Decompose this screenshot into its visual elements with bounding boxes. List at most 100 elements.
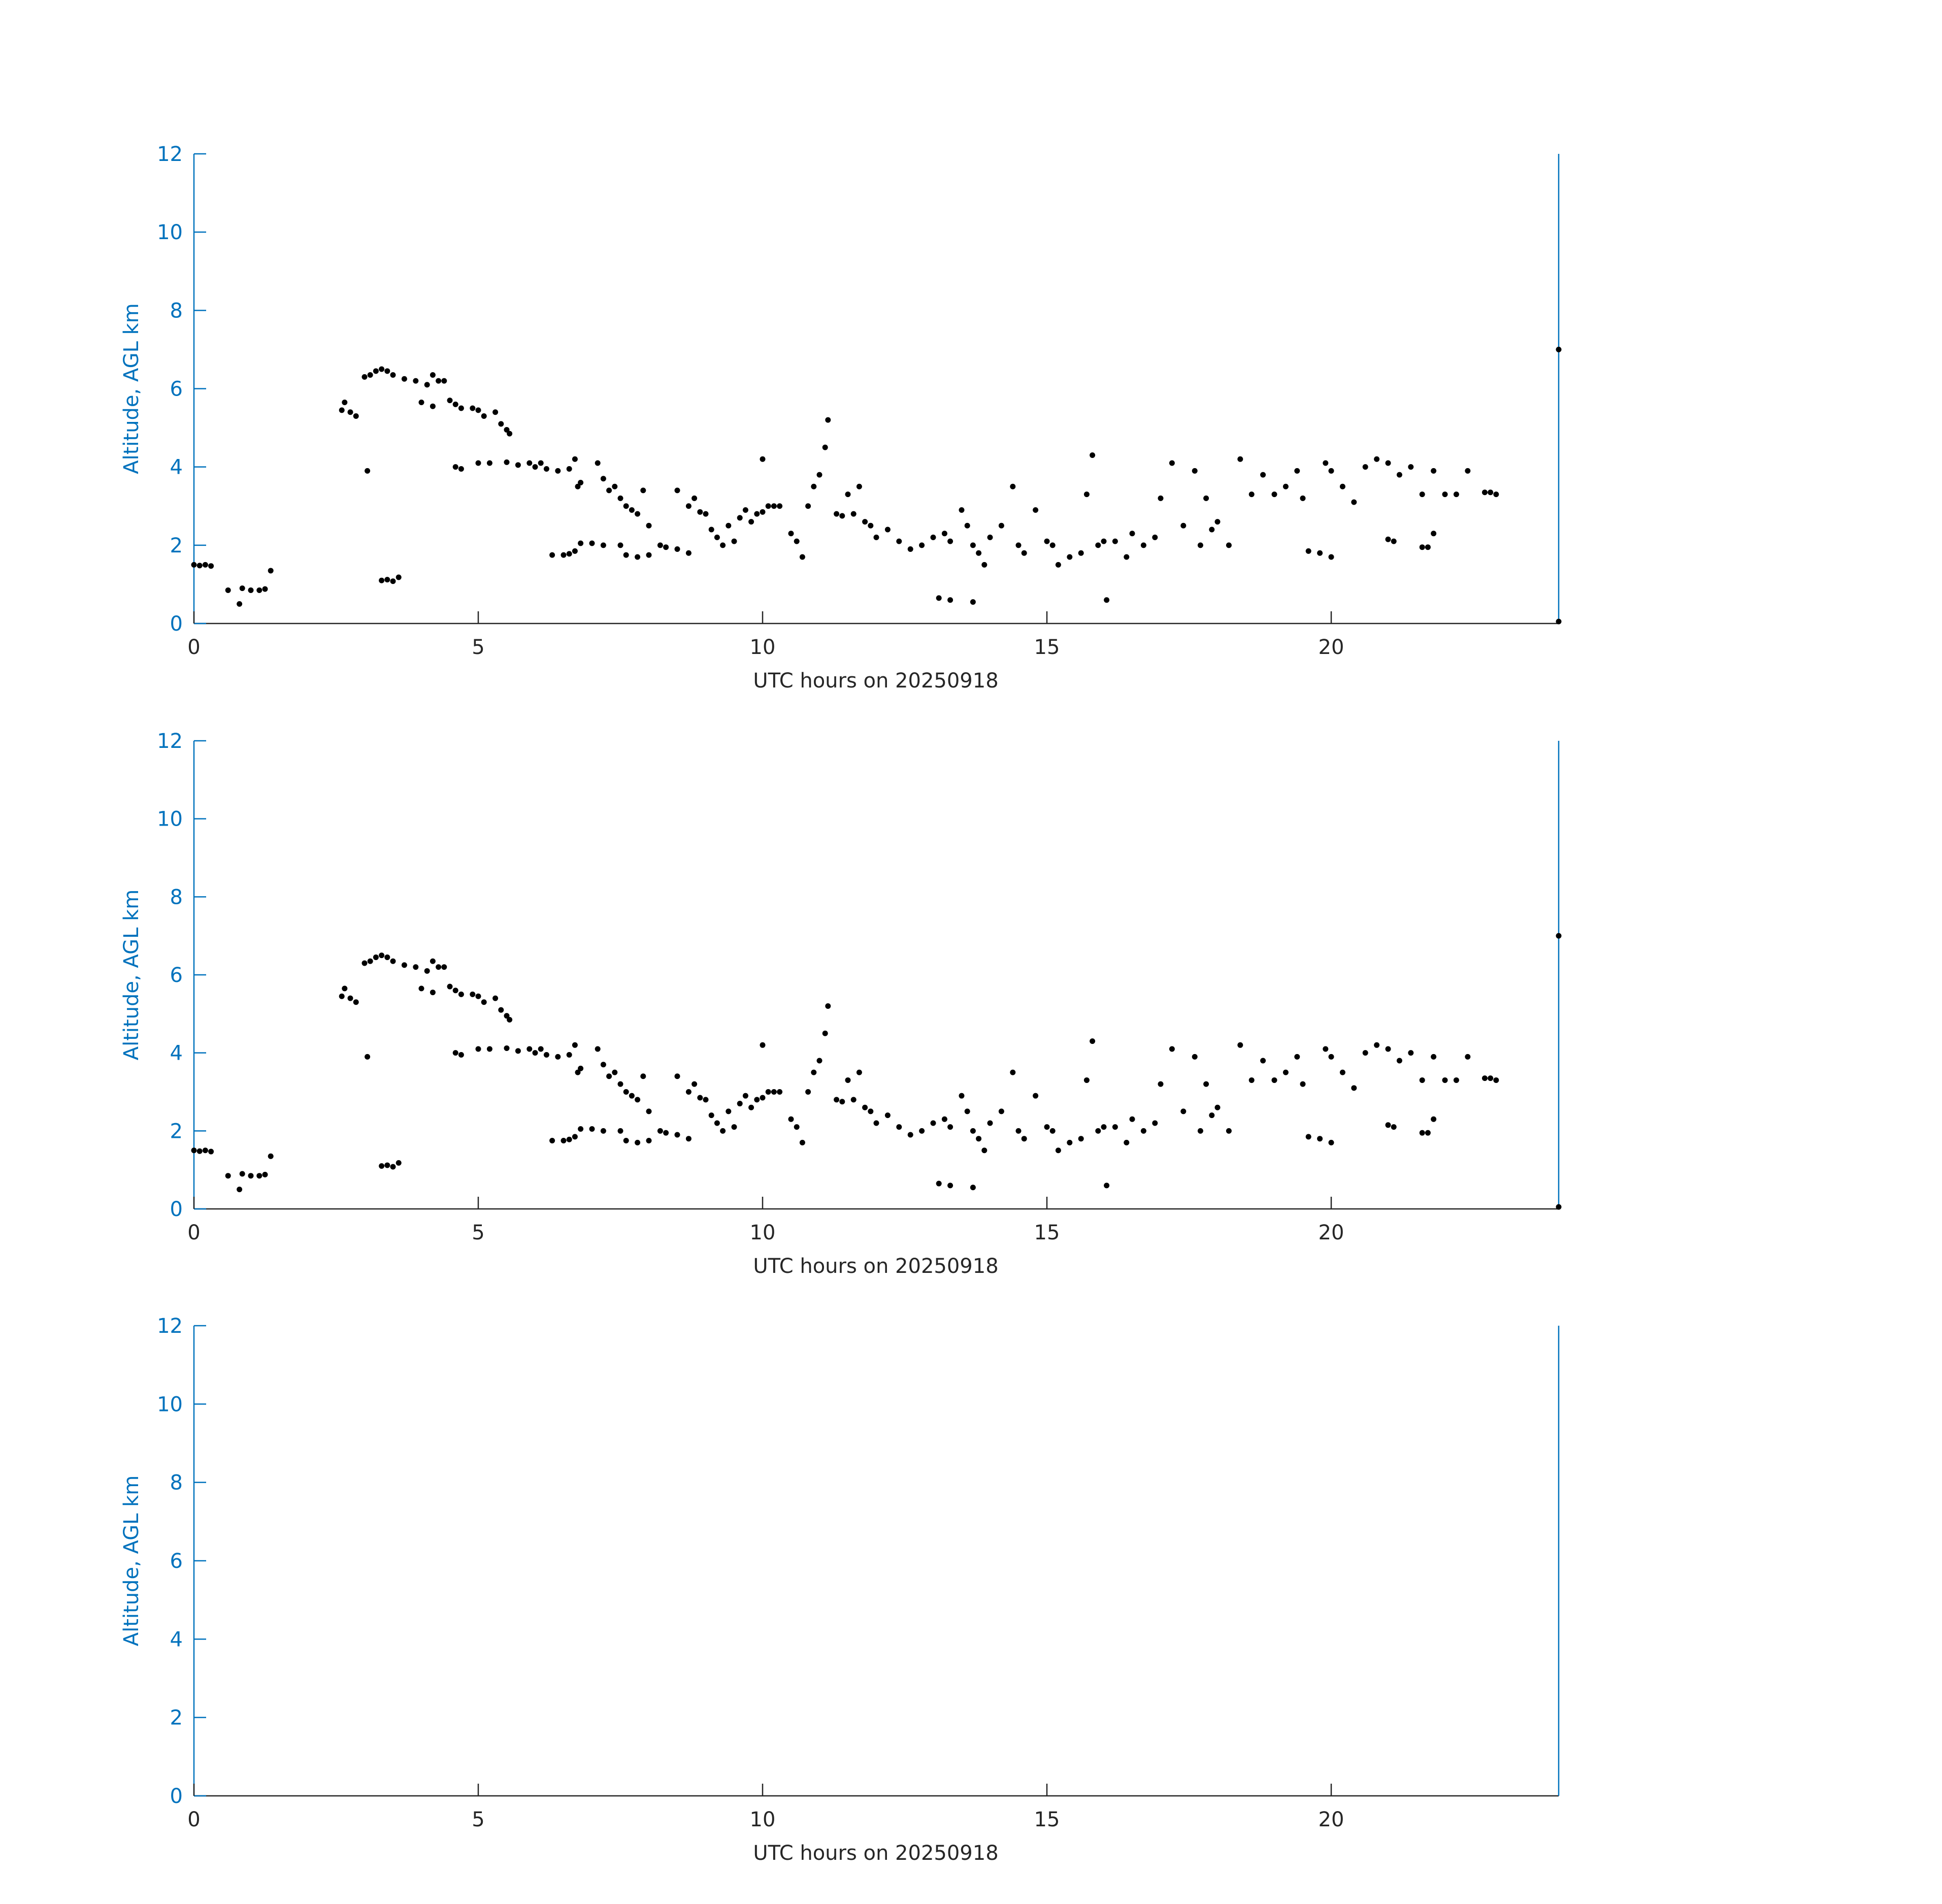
data-point <box>1328 1139 1334 1145</box>
data-point <box>646 522 652 529</box>
data-point <box>623 503 629 509</box>
data-point <box>1362 464 1368 470</box>
data-point <box>936 595 942 601</box>
data-point <box>475 1046 481 1052</box>
data-point <box>208 1148 214 1155</box>
data-point <box>430 372 436 378</box>
data-point <box>339 993 345 999</box>
data-point <box>697 509 703 515</box>
data-point <box>1226 1128 1232 1134</box>
data-point <box>1493 491 1499 498</box>
data-point <box>526 460 533 466</box>
data-point <box>720 542 726 548</box>
y-tick-label: 0 <box>170 1785 183 1808</box>
data-point <box>575 483 581 489</box>
data-point <box>726 522 732 529</box>
data-point <box>674 487 680 494</box>
data-point <box>998 1108 1004 1114</box>
data-point <box>396 574 402 580</box>
data-point <box>1328 1054 1334 1060</box>
data-point <box>379 366 385 372</box>
data-point <box>788 531 794 537</box>
data-point <box>964 1108 970 1114</box>
data-point <box>685 1136 692 1142</box>
data-point <box>578 540 584 546</box>
y-tick-label: 4 <box>170 1042 183 1065</box>
data-point <box>845 1077 851 1083</box>
data-point <box>390 1164 396 1170</box>
data-point <box>237 1187 243 1193</box>
data-point <box>379 953 385 959</box>
data-point <box>396 1160 402 1166</box>
y-tick-label: 10 <box>157 221 183 244</box>
data-point <box>799 1139 805 1145</box>
data-point <box>1488 489 1494 496</box>
data-point <box>1209 527 1215 533</box>
data-point <box>1556 933 1562 939</box>
data-point <box>589 540 595 546</box>
data-point <box>1323 1046 1329 1052</box>
data-point <box>458 466 464 472</box>
data-point <box>845 491 851 498</box>
data-point <box>1140 542 1146 548</box>
data-point <box>1015 542 1022 548</box>
data-point <box>856 483 862 489</box>
data-point <box>805 503 811 509</box>
data-point <box>1317 1136 1323 1142</box>
data-point <box>379 577 385 583</box>
data-point <box>1419 544 1425 550</box>
data-point <box>1083 1077 1090 1083</box>
y-tick-label: 12 <box>157 1315 183 1338</box>
data-point <box>788 1116 794 1122</box>
x-tick-label: 0 <box>187 1808 200 1831</box>
data-point <box>1124 1139 1130 1145</box>
data-point <box>566 551 572 557</box>
data-point <box>1095 1128 1101 1134</box>
data-point <box>572 456 578 462</box>
data-point <box>1203 1081 1209 1087</box>
data-point <box>1078 1136 1084 1142</box>
data-point <box>617 495 623 501</box>
y-tick-label: 4 <box>170 1628 183 1651</box>
data-point <box>1044 1124 1050 1130</box>
data-point <box>555 1054 561 1060</box>
data-point <box>873 534 879 540</box>
data-point <box>202 1147 208 1154</box>
data-point <box>208 563 214 569</box>
data-point <box>1556 1204 1562 1210</box>
y-tick-label: 10 <box>157 808 183 831</box>
data-point <box>703 511 709 517</box>
data-point <box>794 538 800 544</box>
data-point <box>964 522 970 529</box>
data-point <box>816 472 822 478</box>
data-point <box>771 503 777 509</box>
data-point <box>822 444 828 450</box>
data-point <box>754 1097 760 1103</box>
data-point <box>1180 522 1187 529</box>
data-point <box>1104 1183 1110 1189</box>
y-tick-label: 8 <box>170 299 183 322</box>
data-point <box>504 426 510 433</box>
data-point <box>379 1163 385 1169</box>
data-point <box>1169 460 1175 466</box>
data-point <box>365 1054 371 1060</box>
data-point <box>646 1108 652 1114</box>
data-point <box>262 586 268 592</box>
data-point <box>930 1120 936 1126</box>
data-point <box>674 1073 680 1079</box>
data-point <box>623 552 629 558</box>
data-point <box>561 1138 567 1144</box>
data-point <box>239 585 245 592</box>
data-point <box>347 409 353 415</box>
data-point <box>572 548 578 554</box>
data-point <box>1425 544 1431 550</box>
data-point <box>635 1097 641 1103</box>
data-point <box>1442 1077 1448 1083</box>
data-point <box>481 999 487 1005</box>
data-point <box>1169 1046 1175 1052</box>
data-point <box>256 587 262 593</box>
data-point <box>578 1126 584 1132</box>
data-point <box>492 995 499 1001</box>
data-point <box>1124 554 1130 560</box>
data-point <box>674 1132 680 1138</box>
